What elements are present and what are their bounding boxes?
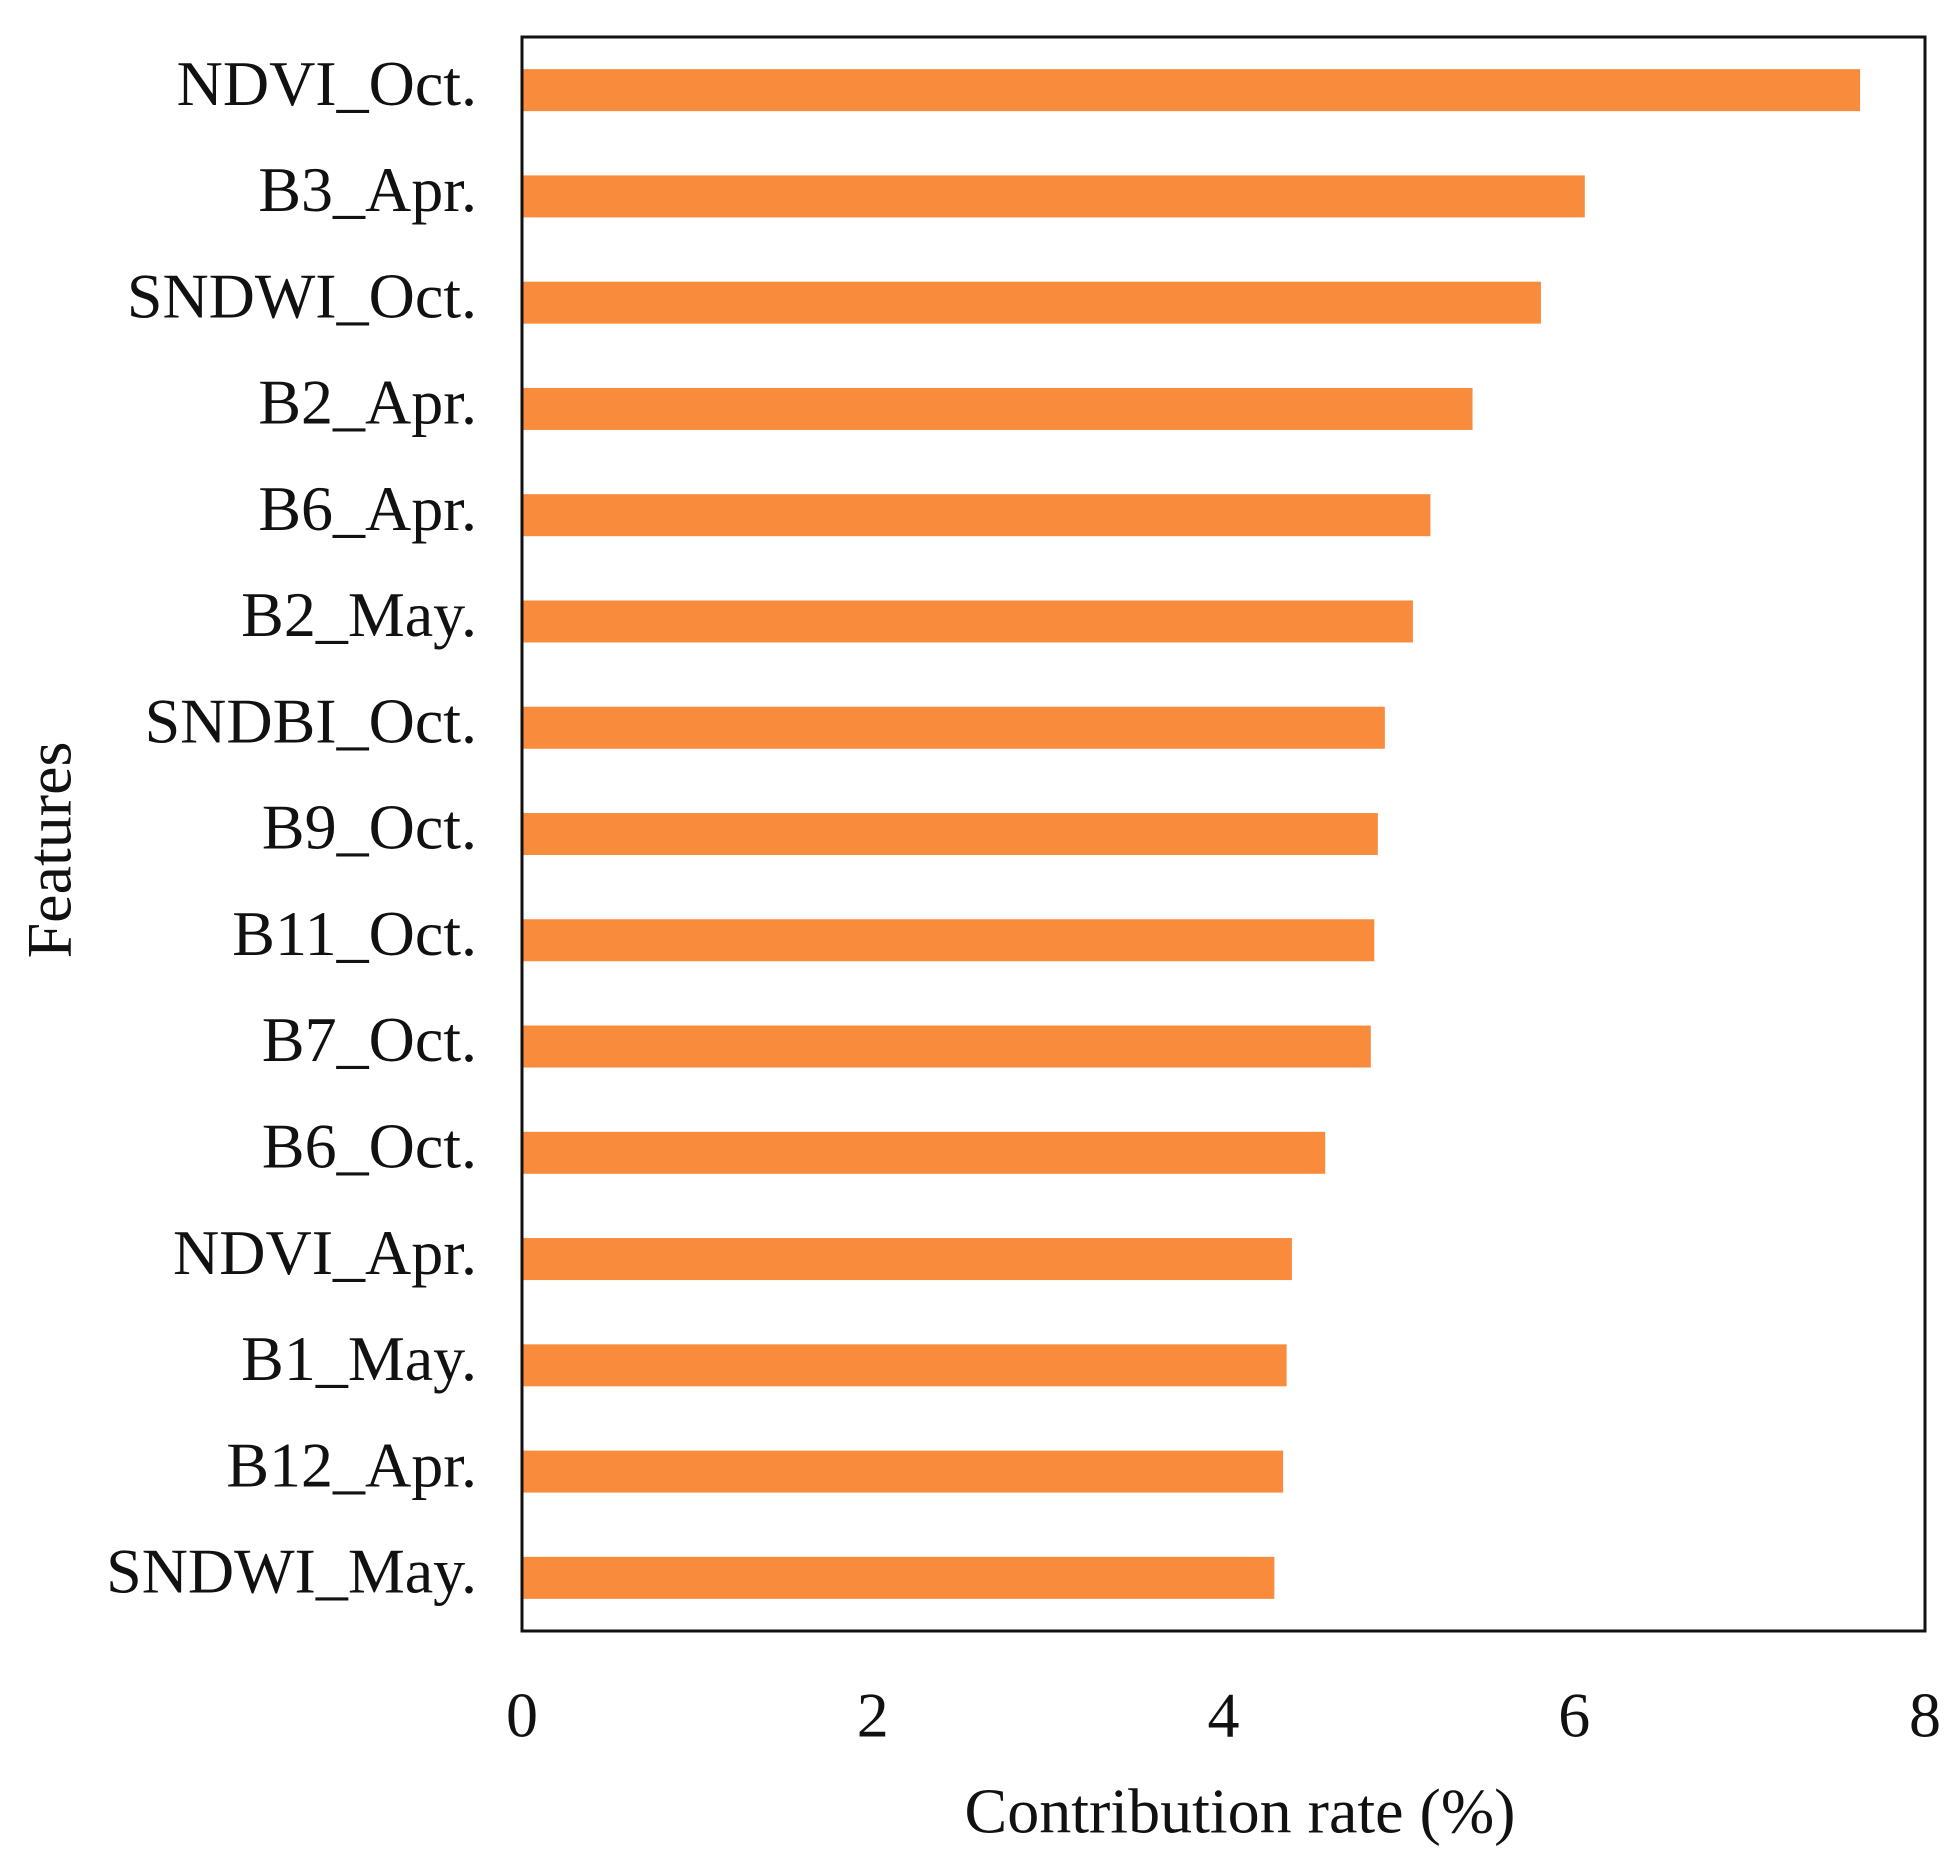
y-tick-label: B6_Apr. <box>258 473 477 544</box>
bar <box>522 387 1473 430</box>
bar <box>522 1238 1292 1281</box>
bar <box>522 281 1541 324</box>
y-tick-label: NDVI_Oct. <box>177 48 477 119</box>
bar <box>522 1131 1326 1174</box>
x-tick-label: 2 <box>857 1680 889 1751</box>
bar <box>522 1556 1275 1599</box>
y-tick-label: B1_May. <box>241 1323 477 1394</box>
y-tick-label: B12_Apr. <box>226 1429 477 1500</box>
bar <box>522 600 1413 643</box>
bar <box>522 1025 1371 1068</box>
y-tick-label: B6_Oct. <box>262 1110 477 1181</box>
y-tick-label: NDVI_Apr. <box>173 1217 477 1288</box>
bar <box>522 1344 1287 1387</box>
plot-frame <box>520 35 1927 1633</box>
x-axis-label: Contribution rate (%) <box>965 1776 1516 1847</box>
bar <box>522 69 1861 112</box>
y-tick-label: B3_Apr. <box>258 154 477 225</box>
y-tick-label: SNDWI_Oct. <box>127 260 477 331</box>
bar <box>522 706 1385 749</box>
bar <box>522 813 1378 855</box>
y-tick-label: SNDWI_May. <box>106 1536 477 1607</box>
bar <box>522 494 1431 537</box>
x-tick-label: 8 <box>1909 1680 1941 1751</box>
y-axis-label: Features <box>14 742 85 959</box>
bar <box>522 1450 1284 1493</box>
y-tick-label: SNDBI_Oct. <box>145 685 477 756</box>
bar <box>522 919 1375 962</box>
y-tick-label: B2_Apr. <box>258 367 477 438</box>
x-tick-label: 6 <box>1558 1680 1590 1751</box>
y-tick-label: B11_Oct. <box>232 898 477 969</box>
y-tick-label: B9_Oct. <box>262 792 477 863</box>
y-tick-label: B7_Oct. <box>262 1004 477 1075</box>
y-tick-label: B2_May. <box>241 579 477 650</box>
x-tick-label: 4 <box>1208 1680 1240 1751</box>
bar <box>522 175 1585 218</box>
x-tick-label: 0 <box>506 1680 538 1751</box>
